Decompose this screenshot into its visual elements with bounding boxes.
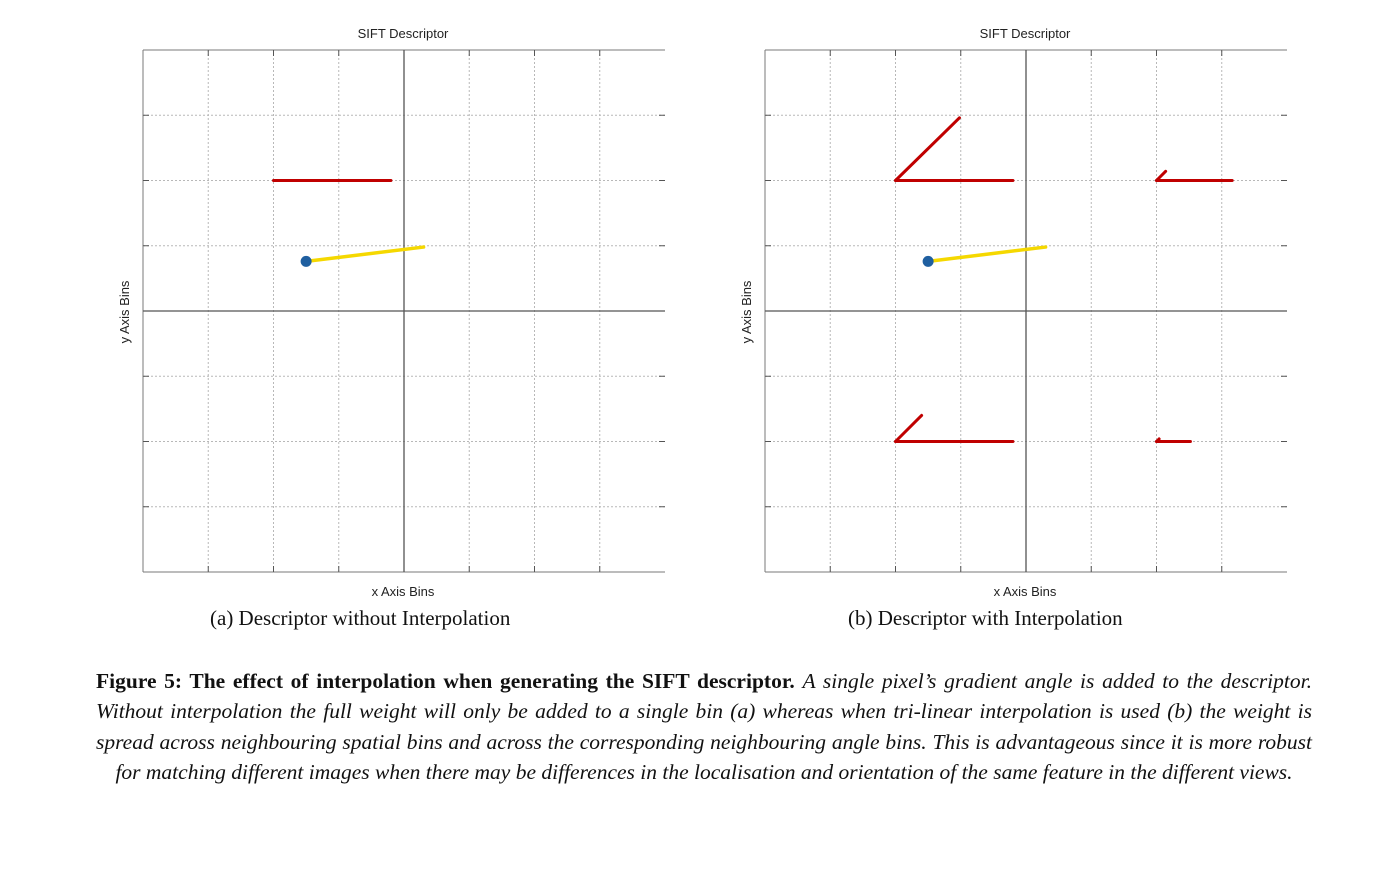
panel-b-x-axis-label: x Axis Bins xyxy=(994,584,1057,599)
figure-graphics: SIFT Descriptor x Axis Bins y Axis Bins … xyxy=(117,26,1287,599)
pixel-point xyxy=(300,255,312,267)
panel-a-x-axis-label: x Axis Bins xyxy=(372,584,435,599)
panel-a-plot-area xyxy=(142,49,665,573)
panel-b: SIFT Descriptor x Axis Bins y Axis Bins xyxy=(739,26,1287,599)
panel-a: SIFT Descriptor x Axis Bins y Axis Bins xyxy=(117,26,665,599)
panel-b-y-axis-label: y Axis Bins xyxy=(739,280,754,343)
caption-body: A single pixel’s gradient angle is added… xyxy=(96,669,1312,784)
panel-b-plot-area xyxy=(764,49,1287,573)
gradient-vector xyxy=(304,245,426,264)
gradient-vector xyxy=(926,245,1048,264)
panel-a-y-axis-label: y Axis Bins xyxy=(117,280,132,343)
descriptor-vector xyxy=(894,413,924,443)
panel-b-subcaption: (b) Descriptor with Interpolation xyxy=(848,606,1123,630)
descriptor-vector xyxy=(894,116,961,182)
pixel-point xyxy=(922,255,934,267)
panel-a-subcaption: (a) Descriptor without Interpolation xyxy=(210,606,511,630)
descriptor-vector xyxy=(1155,169,1168,182)
panel-b-title: SIFT Descriptor xyxy=(980,26,1071,41)
caption-lead: Figure 5: The effect of interpolation wh… xyxy=(96,669,795,693)
figure-caption: Figure 5: The effect of interpolation wh… xyxy=(96,666,1312,787)
descriptor-vector xyxy=(1155,437,1161,443)
panel-a-title: SIFT Descriptor xyxy=(358,26,449,41)
